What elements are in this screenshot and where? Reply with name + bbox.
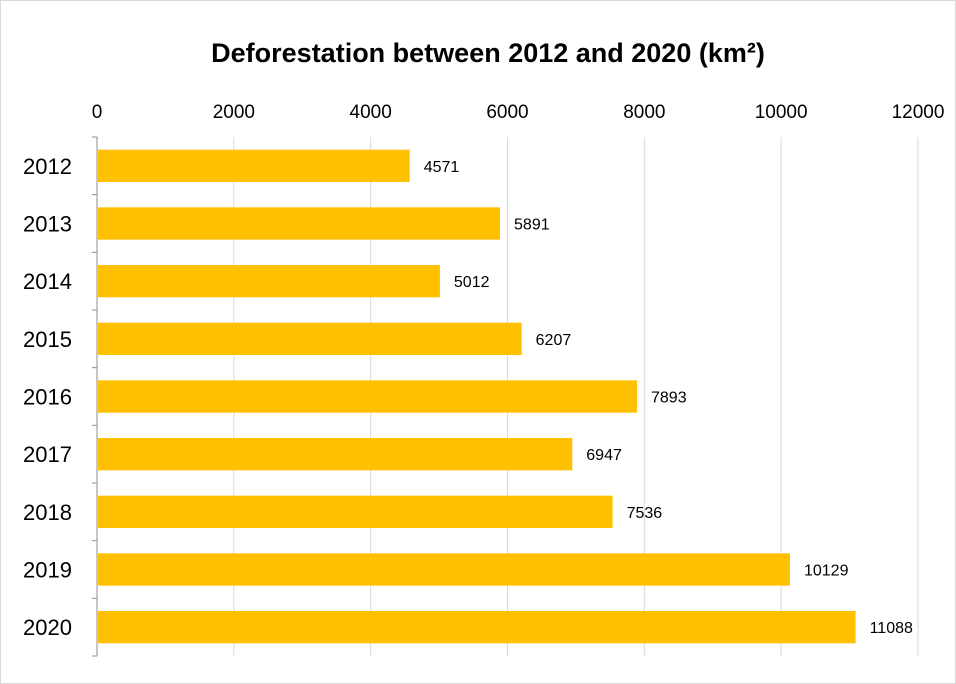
data-label-2020: 11088 bbox=[870, 620, 913, 637]
category-label-2016: 2016 bbox=[23, 385, 72, 410]
bar-2014 bbox=[98, 265, 440, 298]
category-label-2019: 2019 bbox=[23, 558, 72, 583]
bar-2018 bbox=[98, 495, 613, 528]
axes bbox=[92, 136, 98, 657]
x-tick-label-6000: 6000 bbox=[486, 102, 528, 123]
data-label-2019: 10129 bbox=[804, 563, 849, 580]
category-label-2018: 2018 bbox=[23, 500, 72, 525]
x-tick-label-2000: 2000 bbox=[213, 102, 255, 123]
category-label-2012: 2012 bbox=[23, 154, 72, 179]
bar-2016 bbox=[98, 380, 638, 413]
bar-2017 bbox=[98, 438, 573, 471]
data-label-2013: 5891 bbox=[514, 217, 550, 234]
category-label-2017: 2017 bbox=[23, 442, 72, 467]
bar-2013 bbox=[98, 207, 501, 240]
data-label-2015: 6207 bbox=[536, 332, 572, 349]
x-tick-label-12000: 12000 bbox=[892, 102, 945, 123]
chart-title: Deforestation between 2012 and 2020 (km²… bbox=[211, 38, 765, 68]
data-label-2018: 7536 bbox=[627, 505, 663, 522]
data-label-2016: 7893 bbox=[651, 390, 687, 407]
bar-2012 bbox=[98, 149, 410, 182]
bars bbox=[98, 149, 856, 644]
category-label-2014: 2014 bbox=[23, 269, 72, 294]
data-label-2017: 6947 bbox=[586, 447, 622, 464]
bar-2019 bbox=[98, 553, 790, 586]
data-label-2012: 4571 bbox=[424, 159, 460, 176]
labels: 0 2000 4000 6000 8000 10000 12000 2012 4571 2013 5… bbox=[23, 102, 944, 640]
x-tick-label-0: 0 bbox=[92, 102, 103, 123]
bar-2020 bbox=[98, 611, 856, 644]
x-tick-label-8000: 8000 bbox=[623, 102, 665, 123]
bar-2015 bbox=[98, 322, 522, 355]
category-label-2015: 2015 bbox=[23, 327, 72, 352]
x-tick-label-10000: 10000 bbox=[755, 102, 808, 123]
data-label-2014: 5012 bbox=[454, 274, 490, 291]
category-label-2013: 2013 bbox=[23, 212, 72, 237]
category-label-2020: 2020 bbox=[23, 615, 72, 640]
x-tick-label-4000: 4000 bbox=[350, 102, 392, 123]
